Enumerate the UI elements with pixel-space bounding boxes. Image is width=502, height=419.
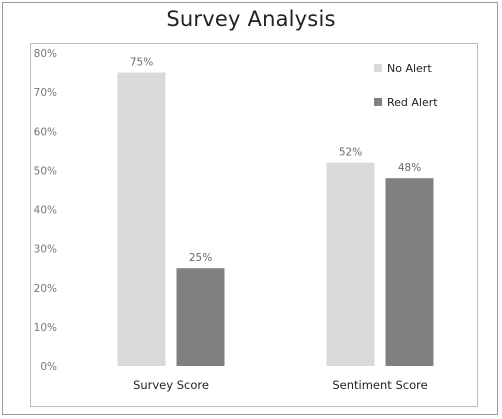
bar-value-label: 25% [189,252,212,264]
y-tick-label: 70% [34,87,57,99]
y-tick-label: 50% [34,165,57,177]
bar-value-label: 52% [339,147,362,159]
x-category-label: Survey Score [133,378,209,392]
legend-swatch-no-alert [374,64,382,72]
x-category-label: Sentiment Score [332,378,427,392]
bar-no-alert [326,162,375,366]
legend-label: Red Alert [387,96,438,109]
y-tick-label: 40% [34,205,57,217]
bar-value-label: 75% [130,57,153,69]
y-tick-label: 60% [34,126,57,138]
chart-title: Survey Analysis [166,7,336,31]
bar-red-alert [176,268,225,366]
y-tick-label: 80% [34,48,57,60]
bar-no-alert [117,72,166,366]
bar-red-alert [385,178,434,366]
y-tick-label: 20% [34,283,57,295]
y-tick-label: 30% [34,244,57,256]
legend-label: No Alert [387,62,432,75]
y-tick-label: 0% [40,361,57,373]
legend-swatch-red-alert [374,98,382,106]
y-tick-label: 10% [34,322,57,334]
bar-value-label: 48% [398,162,421,174]
